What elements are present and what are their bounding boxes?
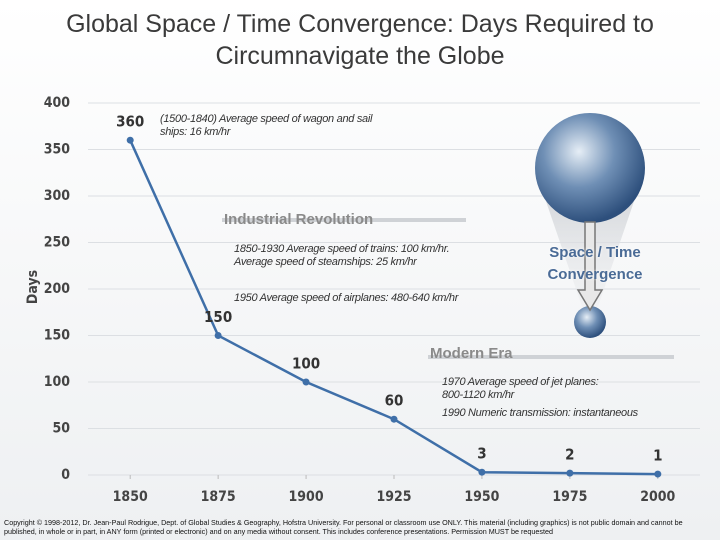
annotation: 1850-1930 Average speed of trains: 100 k…	[234, 243, 450, 268]
point	[126, 136, 134, 144]
annotation: (1500-1840) Average speed of wagon and s…	[160, 113, 373, 138]
chart-title: Global Space / Time Convergence: Days Re…	[66, 10, 654, 70]
x-tick-label: 2000	[640, 489, 675, 505]
era-bar	[428, 355, 674, 359]
plot: 0 50 100 150 200 250 300 350 400 1850 1875 1900 1925…	[25, 95, 676, 505]
x-tick-label: 1950	[464, 489, 499, 505]
grid	[88, 102, 700, 479]
point	[302, 378, 310, 386]
y-tick-label: 300	[44, 188, 71, 204]
era-label: Industrial Revolution	[224, 211, 374, 228]
y-tick-label: 250	[44, 235, 71, 251]
globe-small	[574, 306, 606, 338]
convergence-label: Space / Time Convergence	[547, 244, 643, 283]
annotation: 1970 Average speed of jet planes: 800-11…	[442, 376, 599, 401]
annotation: 1990 Numeric transmission: instantaneous	[442, 407, 638, 419]
data-label: 60	[385, 392, 404, 410]
data-label: 360	[116, 113, 144, 131]
y-tick-label: 200	[44, 281, 71, 297]
y-tick-label: 350	[44, 142, 71, 158]
era-label: Modern Era	[430, 345, 513, 362]
x-tick-label: 1975	[552, 489, 587, 505]
data-label: 150	[204, 308, 232, 326]
arrow	[576, 221, 604, 312]
point	[478, 468, 486, 476]
point	[566, 469, 574, 477]
x-tick-label: 1925	[376, 489, 411, 505]
data-label: 2	[565, 446, 574, 464]
era-bar	[222, 218, 466, 222]
annotation: 1950 Average speed of airplanes: 480-640…	[234, 292, 459, 304]
footer: Copyright © 1998-2012, Dr. Jean-Paul Rod…	[4, 518, 683, 536]
y-tick-label: 100	[44, 374, 71, 390]
y-tick-label: 50	[52, 421, 70, 437]
data-label: 100	[292, 355, 320, 373]
point	[390, 415, 398, 423]
y-tick-label: 400	[44, 95, 71, 111]
data-label: 1	[653, 447, 662, 465]
y-axis-label: Days	[25, 270, 41, 304]
y-tick-label: 150	[44, 328, 71, 344]
x-tick-label: 1875	[201, 489, 236, 505]
point	[214, 332, 222, 339]
data-label: 3	[477, 445, 486, 463]
x-tick-label: 1850	[113, 489, 148, 505]
point	[654, 470, 662, 478]
x-tick-label: 1900	[289, 489, 324, 505]
globe-large	[535, 113, 645, 223]
y-tick-label: 0	[61, 467, 70, 483]
